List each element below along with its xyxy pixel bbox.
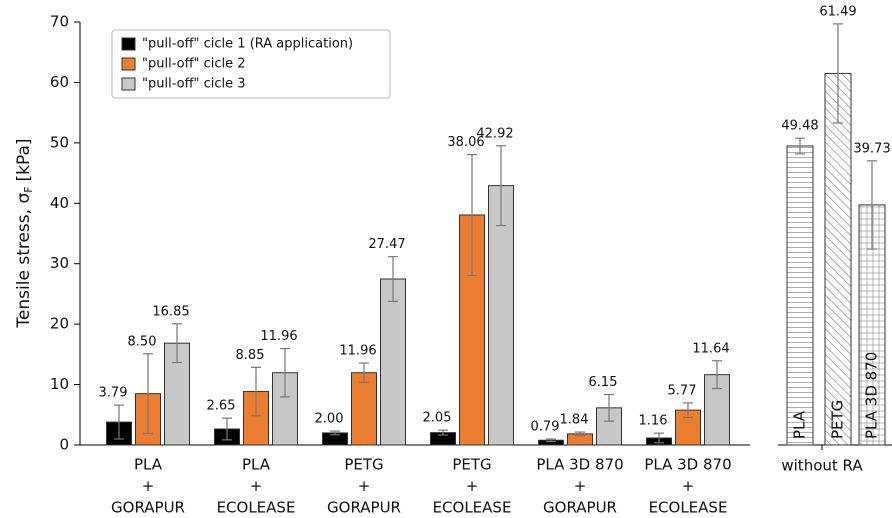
x-tick-label: PLA (242, 456, 271, 474)
x-tick-label: ECOLEASE (649, 499, 728, 517)
value-label: 38.06 (447, 135, 484, 150)
y-tick-label: 40 (50, 194, 69, 212)
x-tick-label: GORAPUR (111, 499, 185, 517)
value-label: 39.73 (853, 141, 890, 156)
x-tick-label: + (250, 477, 263, 495)
x-tick-label: ECOLEASE (217, 499, 296, 517)
x-tick-label: + (682, 477, 695, 495)
legend (111, 29, 391, 99)
x-tick-label: + (142, 477, 155, 495)
bar-label: PLA 3D 870 (863, 352, 881, 439)
legend-label: "pull-off" cicle 1 (RA application) (142, 37, 353, 52)
x-tick-label: + (358, 477, 371, 495)
bar (380, 278, 406, 446)
value-label: 61.49 (819, 4, 856, 19)
x-tick-label: + (466, 477, 479, 495)
bar-label: PETG (829, 400, 847, 439)
x-tick-label: PLA 3D 870 (644, 456, 731, 474)
value-label: 3.79 (99, 386, 128, 401)
x-tick-label: PETG (344, 456, 383, 474)
y-tick-label: 50 (50, 133, 69, 151)
value-label: 2.65 (207, 399, 236, 414)
y-label-main: Tensile stress, σ (14, 193, 34, 329)
value-label: 0.79 (531, 420, 560, 435)
value-label: 6.15 (589, 375, 618, 390)
value-label: 49.48 (781, 119, 818, 134)
value-label: 1.84 (560, 413, 589, 428)
value-label: 11.64 (692, 341, 729, 356)
y-tick-label: 70 (50, 13, 69, 31)
legend-swatch (121, 57, 136, 71)
y-tick-label: 20 (50, 315, 69, 333)
value-label: 1.16 (639, 414, 668, 429)
value-label: 5.77 (668, 383, 697, 398)
y-label-unit: [kPa] (14, 138, 34, 181)
bar (488, 185, 514, 446)
value-label: 11.96 (339, 344, 376, 359)
value-label: 2.00 (315, 412, 344, 427)
x-tick-label: GORAPUR (327, 499, 401, 517)
value-label: 11.96 (260, 329, 297, 344)
bar (824, 72, 852, 446)
value-label: 42.92 (476, 126, 513, 141)
x-tick-label: GORAPUR (543, 499, 617, 517)
y-label-sub: F (22, 186, 35, 192)
x-tick-label: PETG (452, 456, 491, 474)
bar (786, 145, 814, 446)
y-tick-label: 60 (50, 73, 69, 91)
y-tick-label: 10 (50, 375, 69, 393)
x-tick-label: ECOLEASE (433, 499, 512, 517)
bar (351, 372, 377, 446)
value-label: 8.85 (236, 348, 265, 363)
legend-label: "pull-off" cicle 2 (142, 57, 246, 72)
x-tick-label: PLA 3D 870 (536, 456, 623, 474)
value-label: 16.85 (152, 304, 189, 319)
bar (272, 372, 298, 446)
x-tick-label: PLA (134, 456, 163, 474)
value-label: 8.50 (128, 334, 157, 349)
x-tick-label: + (574, 477, 587, 495)
y-tick-label: 0 (59, 436, 69, 454)
value-label: 2.05 (423, 411, 452, 426)
bar-label: PLA (791, 410, 809, 439)
legend-swatch (121, 77, 136, 91)
x-axis-label: without RA (781, 457, 863, 475)
y-axis-label: Tensile stress, σF [kPa] (14, 138, 35, 328)
value-label: 27.47 (368, 237, 405, 252)
legend-swatch (121, 37, 136, 51)
legend-label: "pull-off" cicle 3 (142, 77, 246, 92)
y-tick-label: 30 (50, 254, 69, 272)
